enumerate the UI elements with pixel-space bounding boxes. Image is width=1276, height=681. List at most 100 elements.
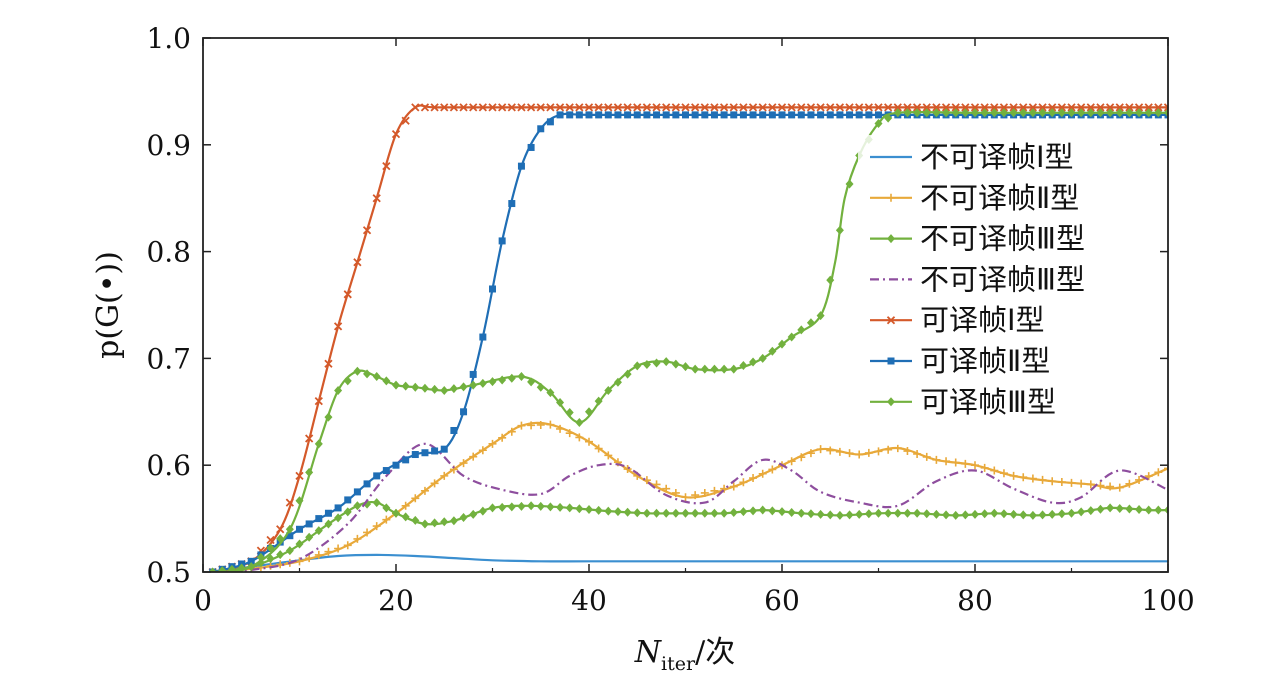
series-marker	[508, 200, 516, 208]
series-marker	[1019, 103, 1028, 112]
series-marker	[536, 420, 545, 429]
series-marker	[912, 103, 922, 112]
series-marker	[1106, 482, 1115, 491]
series-marker	[845, 449, 854, 458]
series-marker	[623, 465, 632, 474]
series-marker	[624, 111, 632, 119]
series-marker	[826, 275, 835, 285]
series-marker	[816, 445, 825, 454]
legend-marker	[887, 234, 895, 244]
series-marker	[295, 471, 304, 481]
series-marker	[575, 111, 583, 119]
series-marker	[1057, 478, 1066, 487]
series-marker	[526, 103, 536, 112]
series-marker	[845, 179, 854, 189]
series-marker	[353, 366, 362, 376]
series-marker	[565, 103, 574, 112]
series-marker	[1009, 471, 1018, 480]
series-marker	[951, 103, 960, 112]
series-marker	[334, 513, 343, 523]
series-marker	[613, 507, 622, 517]
series-marker	[1125, 108, 1134, 118]
series-marker	[778, 507, 786, 517]
series-marker	[884, 508, 893, 518]
series-marker	[826, 446, 835, 455]
series-marker	[759, 111, 767, 119]
series-marker	[372, 194, 381, 203]
series-marker	[1135, 475, 1144, 484]
series-line	[212, 421, 1168, 572]
series-marker	[951, 510, 960, 520]
series-marker	[691, 364, 700, 374]
series-marker	[652, 508, 661, 518]
series-marker	[392, 380, 400, 390]
series-marker	[333, 322, 343, 331]
series-marker	[681, 493, 690, 502]
series-marker	[739, 361, 748, 371]
series-marker	[595, 111, 603, 119]
series-marker	[903, 508, 912, 518]
series-marker	[874, 508, 883, 518]
series-marker	[498, 502, 507, 512]
series-marker	[748, 103, 758, 112]
series-marker	[363, 480, 371, 488]
series-marker	[517, 372, 526, 382]
legend-background	[858, 135, 1158, 445]
series-marker	[460, 408, 468, 416]
series-marker	[430, 384, 439, 394]
series-marker	[430, 479, 439, 488]
series-marker	[1057, 509, 1066, 519]
series-marker	[729, 364, 738, 374]
series-marker	[807, 111, 815, 119]
series-marker	[884, 103, 893, 112]
series-marker	[402, 456, 410, 464]
series-marker	[874, 103, 883, 112]
series-marker	[835, 510, 844, 520]
series-marker	[555, 103, 565, 112]
series-marker	[469, 452, 478, 461]
series-marker	[449, 103, 459, 112]
legend-label: 不可译帧Ⅲ型	[920, 222, 1085, 256]
y-tick-label: 0.5	[146, 556, 191, 589]
legend-marker	[886, 316, 896, 325]
series-marker	[266, 535, 275, 545]
series-marker	[903, 103, 912, 112]
series-marker	[729, 507, 738, 517]
series-marker	[682, 111, 689, 119]
series-marker	[382, 503, 391, 513]
series-marker	[1038, 103, 1047, 112]
x-axis-title-main: N	[634, 635, 663, 670]
legend-label: 不可译帧Ⅰ型	[920, 140, 1074, 174]
series-marker	[459, 459, 468, 468]
series-marker	[372, 372, 381, 382]
series-5	[208, 103, 1168, 572]
series-marker	[507, 502, 516, 512]
series-marker	[720, 111, 728, 119]
x-tick-label: 60	[764, 584, 800, 617]
series-marker	[1028, 474, 1037, 483]
series-marker	[449, 516, 458, 526]
series-marker	[826, 103, 835, 112]
series-marker	[488, 103, 497, 112]
series-marker	[903, 108, 912, 118]
series-marker	[237, 563, 246, 572]
series-marker	[633, 111, 641, 119]
series-marker	[488, 439, 497, 448]
axis-layer: 0 20 40 60 80 100 0.5 0.6 0.7 0.8 0.9 1.0	[146, 22, 1194, 617]
series-marker	[315, 515, 323, 523]
series-marker	[324, 509, 332, 517]
series-marker	[517, 103, 526, 112]
series-marker	[1096, 108, 1105, 118]
series-marker	[652, 358, 661, 368]
series-marker	[613, 377, 622, 387]
legend-item: 可译帧Ⅱ型	[870, 344, 1050, 378]
legend-label: 可译帧Ⅱ型	[920, 344, 1050, 378]
legend-marker	[887, 397, 895, 407]
series-marker	[1086, 103, 1095, 112]
series-marker	[816, 103, 825, 112]
series-marker	[266, 543, 275, 553]
series-marker	[469, 380, 478, 390]
series-marker	[343, 541, 352, 550]
series-marker	[363, 369, 372, 379]
series-marker	[922, 108, 931, 118]
